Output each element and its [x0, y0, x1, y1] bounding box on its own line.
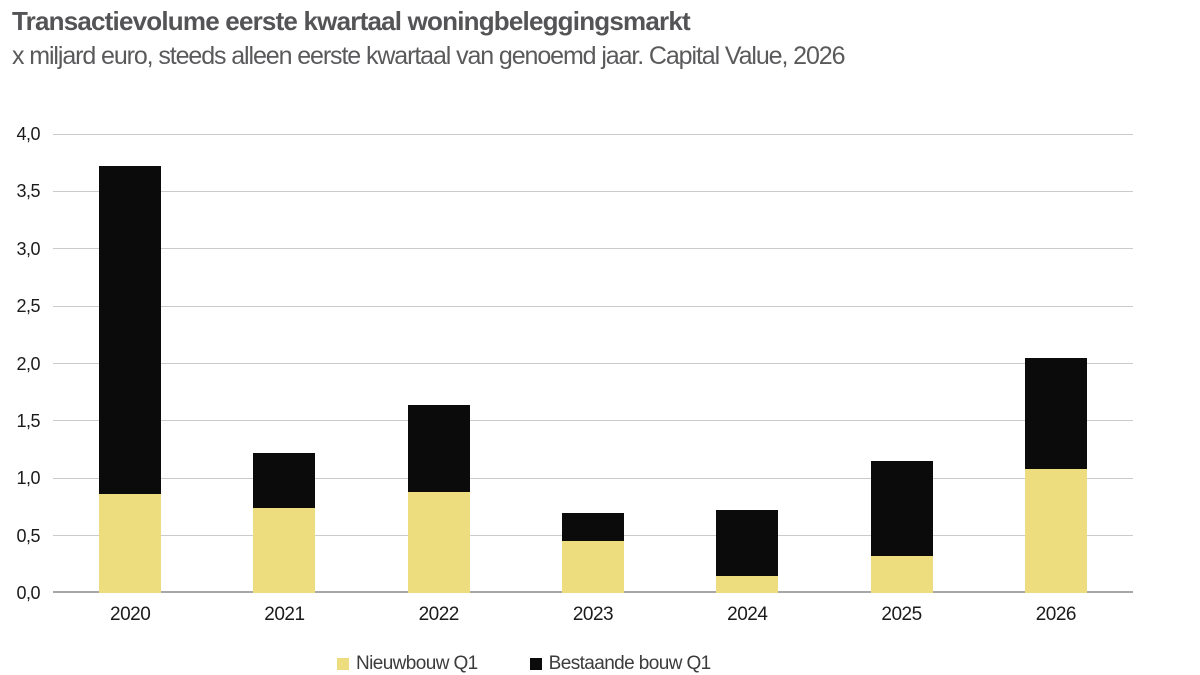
legend: Nieuwbouw Q1 Bestaande bouw Q1	[337, 653, 711, 675]
y-axis-tick-label: 4,0	[16, 124, 40, 144]
legend-label-bestaande-bouw-q1: Bestaande bouw Q1	[548, 653, 712, 674]
y-axis-tick-label: 1,5	[16, 410, 40, 431]
y-axis-tick-label: 2,5	[16, 296, 40, 317]
bar-segment-nieuwbouw-q1-2022	[407, 492, 470, 593]
y-axis-tick-label: 3,5	[16, 181, 40, 202]
chart-title: Transactievolume eerste kwartaal woningb…	[12, 6, 691, 36]
plot-area: 0,0 0,5 1,0 1,5 2,0 2,5 3,0 3,5 4,0 2020 2021 2022 2…	[16, 124, 1133, 625]
gridline	[53, 477, 1133, 479]
y-axis-tick-label: 2,0	[16, 353, 40, 374]
legend-swatch-nieuwbouw-q1	[337, 658, 349, 670]
x-axis-label-2025: 2025	[881, 604, 922, 625]
bar-segment-nieuwbouw-q1-2025	[870, 556, 933, 593]
bar-segment-bestaande-bouw-q1-2026	[1024, 357, 1087, 470]
legend-label-nieuwbouw-q1: Nieuwbouw Q1	[356, 653, 478, 674]
gridline	[53, 305, 1133, 307]
x-axis-label-2022: 2022	[418, 604, 460, 625]
y-axis-tick-label: 0,0	[16, 583, 40, 603]
gridline	[53, 420, 1133, 422]
gridline	[53, 190, 1133, 192]
x-axis-label-2021: 2021	[264, 604, 305, 625]
bar-segment-nieuwbouw-q1-2026	[1024, 469, 1087, 593]
gridline	[53, 363, 1133, 364]
bar-segment-bestaande-bouw-q1-2020	[99, 166, 162, 495]
x-axis-label-2026: 2026	[1035, 604, 1077, 625]
legend-swatch-bestaande-bouw-q1	[529, 658, 542, 670]
legend-item-bestaande-bouw-q1: Bestaande bouw Q1	[529, 653, 712, 675]
x-axis-label-2023: 2023	[572, 604, 614, 625]
bar-segment-nieuwbouw-q1-2020	[99, 494, 162, 593]
bar-segment-nieuwbouw-q1-2023	[562, 541, 624, 593]
legend-item-nieuwbouw-q1: Nieuwbouw Q1	[337, 653, 478, 675]
bar-segment-nieuwbouw-q1-2021	[253, 508, 316, 593]
bar-segment-bestaande-bouw-q1-2022	[407, 404, 470, 493]
x-axis-label-2020: 2020	[110, 604, 151, 625]
y-axis-tick-label: 0,5	[16, 525, 40, 546]
bar-segment-bestaande-bouw-q1-2025	[870, 461, 933, 557]
bar-segment-nieuwbouw-q1-2024	[716, 575, 779, 593]
bar-segment-bestaande-bouw-q1-2021	[253, 453, 316, 509]
y-axis-tick-label: 1,0	[16, 468, 40, 489]
bar-segment-bestaande-bouw-q1-2023	[562, 512, 624, 542]
x-axis-label-2024: 2024	[727, 604, 768, 625]
gridline	[53, 248, 1133, 250]
gridline	[53, 133, 1133, 135]
chart-subtitle: x miljard euro, steeds alleen eerste kwa…	[12, 42, 845, 70]
y-axis-tick-label: 3,0	[16, 238, 40, 259]
bar-segment-bestaande-bouw-q1-2024	[716, 510, 779, 576]
